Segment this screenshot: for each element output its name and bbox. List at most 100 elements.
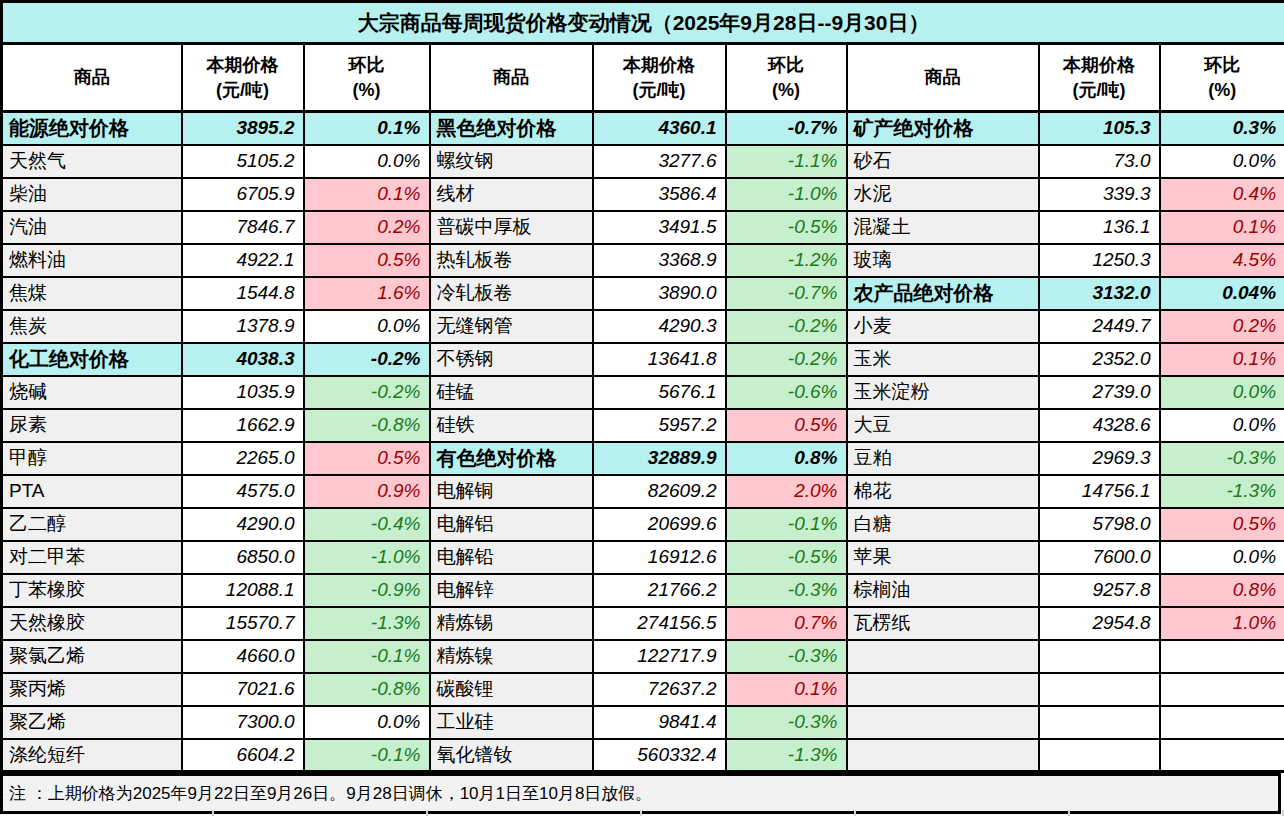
cell-commodity-name[interactable]: 精炼锡 (430, 607, 593, 640)
cell-price[interactable]: 2265.0 (182, 442, 304, 475)
cell-pct-change[interactable]: 0.04% (1160, 277, 1284, 310)
cell-commodity-name[interactable]: 乙二醇 (2, 508, 182, 541)
cell-commodity-name[interactable]: 焦煤 (2, 277, 182, 310)
cell-pct-change[interactable]: 0.8% (726, 442, 847, 475)
cell-price[interactable]: 2739.0 (1039, 376, 1160, 409)
cell-pct-change[interactable]: -0.1% (304, 739, 430, 772)
cell-price[interactable]: 7021.6 (182, 673, 304, 706)
cell-price[interactable]: 16912.6 (593, 541, 726, 574)
cell-commodity-name[interactable]: 硅锰 (430, 376, 593, 409)
cell-price[interactable]: 15570.7 (182, 607, 304, 640)
cell-price[interactable]: 9257.8 (1039, 574, 1160, 607)
cell-price[interactable]: 6705.9 (182, 178, 304, 211)
cell-commodity-name[interactable]: 聚氯乙烯 (2, 640, 182, 673)
cell-price[interactable] (1039, 640, 1160, 673)
cell-price[interactable]: 5676.1 (593, 376, 726, 409)
cell-commodity-name[interactable]: 砂石 (847, 145, 1039, 178)
cell-price[interactable]: 5798.0 (1039, 508, 1160, 541)
cell-commodity-name[interactable]: 化工绝对价格 (2, 343, 182, 376)
cell-pct-change[interactable]: -1.3% (1160, 475, 1284, 508)
cell-pct-change[interactable]: 0.3% (1160, 112, 1284, 145)
footnote[interactable]: 注 ：上期价格为2025年9月22日至9月26日。9月28日调休，10月1日至1… (2, 775, 1280, 813)
cell-pct-change[interactable]: -0.1% (726, 508, 847, 541)
cell-commodity-name[interactable] (847, 673, 1039, 706)
cell-price[interactable]: 2449.7 (1039, 310, 1160, 343)
header-pct[interactable]: 环比(%) (304, 44, 430, 112)
cell-price[interactable]: 3277.6 (593, 145, 726, 178)
cell-price[interactable]: 7600.0 (1039, 541, 1160, 574)
cell-price[interactable]: 1544.8 (182, 277, 304, 310)
cell-pct-change[interactable]: 4.5% (1160, 244, 1284, 277)
cell-pct-change[interactable]: 0.1% (1160, 343, 1284, 376)
cell-pct-change[interactable]: -0.5% (726, 211, 847, 244)
cell-commodity-name[interactable]: 农产品绝对价格 (847, 277, 1039, 310)
cell-pct-change[interactable]: 0.1% (726, 673, 847, 706)
cell-commodity-name[interactable]: PTA (2, 475, 182, 508)
cell-commodity-name[interactable]: 汽油 (2, 211, 182, 244)
cell-price[interactable]: 4922.1 (182, 244, 304, 277)
cell-pct-change[interactable]: 0.2% (1160, 310, 1284, 343)
cell-commodity-name[interactable]: 豆粕 (847, 442, 1039, 475)
cell-pct-change[interactable]: 0.8% (1160, 574, 1284, 607)
cell-commodity-name[interactable]: 热轧板卷 (430, 244, 593, 277)
cell-commodity-name[interactable]: 甲醇 (2, 442, 182, 475)
cell-pct-change[interactable] (1160, 640, 1284, 673)
cell-price[interactable]: 5105.2 (182, 145, 304, 178)
cell-price[interactable] (1039, 739, 1160, 772)
cell-commodity-name[interactable]: 燃料油 (2, 244, 182, 277)
cell-price[interactable]: 6850.0 (182, 541, 304, 574)
cell-pct-change[interactable]: -0.9% (304, 574, 430, 607)
cell-commodity-name[interactable]: 冷轧板卷 (430, 277, 593, 310)
cell-pct-change[interactable]: 0.0% (304, 706, 430, 739)
cell-pct-change[interactable]: -0.7% (726, 112, 847, 145)
cell-price[interactable]: 4328.6 (1039, 409, 1160, 442)
cell-pct-change[interactable]: 0.0% (1160, 541, 1284, 574)
cell-price[interactable]: 2352.0 (1039, 343, 1160, 376)
cell-pct-change[interactable]: 0.1% (304, 178, 430, 211)
cell-pct-change[interactable]: 2.0% (726, 475, 847, 508)
cell-price[interactable]: 13641.8 (593, 343, 726, 376)
cell-commodity-name[interactable]: 苹果 (847, 541, 1039, 574)
cell-commodity-name[interactable]: 瓦楞纸 (847, 607, 1039, 640)
cell-pct-change[interactable]: -0.3% (726, 574, 847, 607)
cell-price[interactable] (1039, 673, 1160, 706)
cell-price[interactable]: 274156.5 (593, 607, 726, 640)
cell-commodity-name[interactable]: 普碳中厚板 (430, 211, 593, 244)
cell-pct-change[interactable]: -0.2% (726, 343, 847, 376)
cell-price[interactable]: 122717.9 (593, 640, 726, 673)
cell-commodity-name[interactable]: 碳酸锂 (430, 673, 593, 706)
cell-price[interactable]: 1662.9 (182, 409, 304, 442)
cell-pct-change[interactable]: 0.0% (1160, 145, 1284, 178)
cell-commodity-name[interactable]: 电解锌 (430, 574, 593, 607)
cell-pct-change[interactable]: 0.0% (1160, 409, 1284, 442)
cell-pct-change[interactable]: -0.1% (304, 640, 430, 673)
cell-pct-change[interactable]: 0.5% (726, 409, 847, 442)
cell-commodity-name[interactable]: 电解铅 (430, 541, 593, 574)
cell-price[interactable]: 5957.2 (593, 409, 726, 442)
cell-commodity-name[interactable]: 对二甲苯 (2, 541, 182, 574)
cell-pct-change[interactable]: -0.8% (304, 409, 430, 442)
cell-price[interactable]: 3132.0 (1039, 277, 1160, 310)
cell-commodity-name[interactable]: 混凝土 (847, 211, 1039, 244)
cell-pct-change[interactable]: 0.5% (304, 244, 430, 277)
cell-commodity-name[interactable]: 黑色绝对价格 (430, 112, 593, 145)
cell-commodity-name[interactable]: 棕榈油 (847, 574, 1039, 607)
cell-price[interactable]: 32889.9 (593, 442, 726, 475)
cell-pct-change[interactable]: 0.5% (304, 442, 430, 475)
cell-pct-change[interactable]: 0.1% (304, 112, 430, 145)
cell-commodity-name[interactable]: 白糖 (847, 508, 1039, 541)
cell-pct-change[interactable] (1160, 739, 1284, 772)
header-commodity[interactable]: 商品 (2, 44, 182, 112)
cell-commodity-name[interactable]: 线材 (430, 178, 593, 211)
cell-commodity-name[interactable]: 精炼镍 (430, 640, 593, 673)
cell-price[interactable]: 7300.0 (182, 706, 304, 739)
cell-commodity-name[interactable]: 玻璃 (847, 244, 1039, 277)
cell-commodity-name[interactable]: 烧碱 (2, 376, 182, 409)
cell-commodity-name[interactable]: 天然橡胶 (2, 607, 182, 640)
cell-pct-change[interactable]: -0.4% (304, 508, 430, 541)
cell-commodity-name[interactable] (847, 739, 1039, 772)
cell-pct-change[interactable]: -1.1% (726, 145, 847, 178)
cell-commodity-name[interactable]: 大豆 (847, 409, 1039, 442)
cell-pct-change[interactable]: 0.2% (304, 211, 430, 244)
cell-price[interactable]: 105.3 (1039, 112, 1160, 145)
